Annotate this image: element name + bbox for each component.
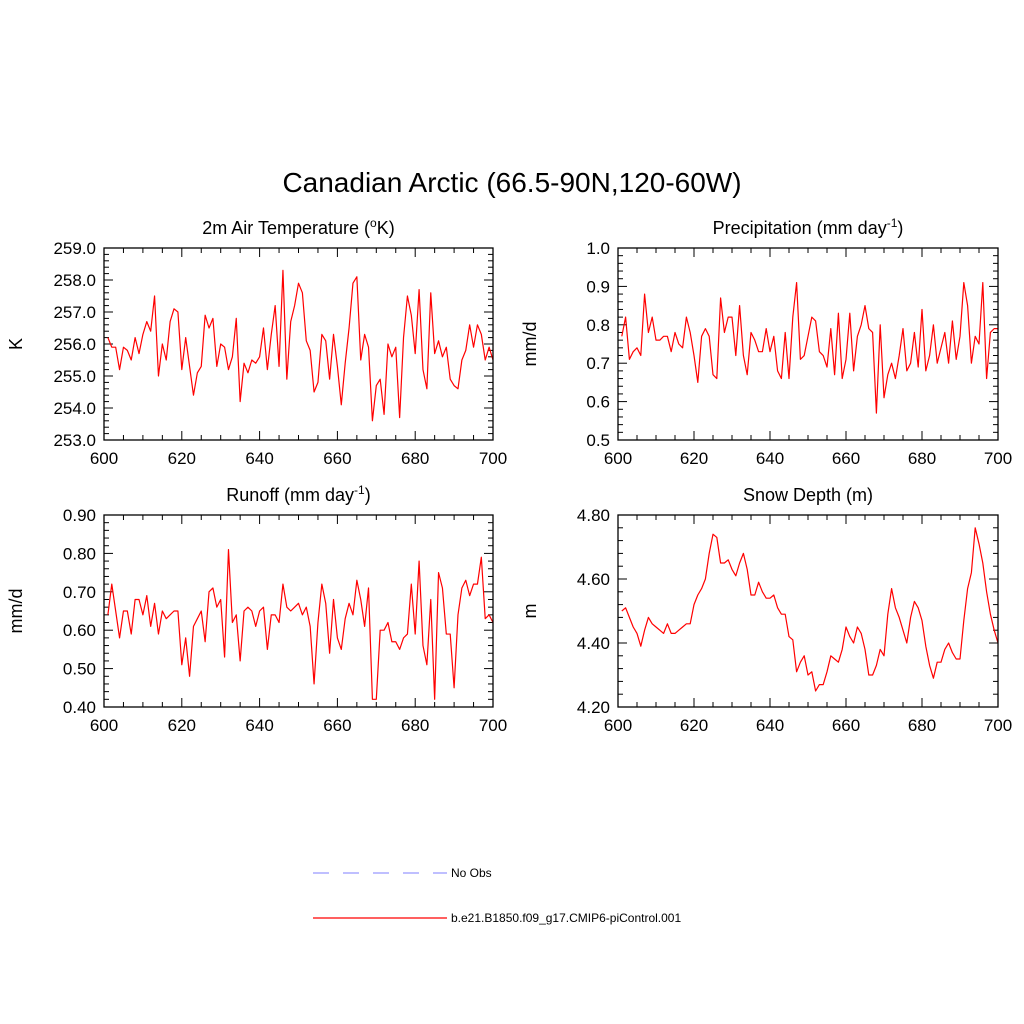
- x-tick-label: 680: [401, 716, 429, 735]
- chart-panel-2: Precipitation (mm day-1) 600 620 640 660 680 7…: [520, 216, 1012, 468]
- plot-frame: [103, 514, 494, 708]
- x-tick-label: 700: [479, 716, 507, 735]
- x-tick-label: 600: [604, 716, 632, 735]
- x-tick-label: 620: [680, 449, 708, 468]
- panel-title: Snow Depth (m): [743, 485, 873, 505]
- x-tick-label: 600: [604, 449, 632, 468]
- x-tick-label: 620: [168, 716, 196, 735]
- y-tick-label: 257.0: [53, 303, 96, 322]
- series-line: [107, 548, 493, 700]
- y-tick-label: 0.7: [586, 354, 610, 373]
- y-axis-label: mm/d: [520, 322, 540, 367]
- y-tick-label: 0.40: [63, 698, 96, 717]
- legend-label-2: b.e21.B1850.f09_g17.CMIP6-piControl.001: [451, 911, 681, 925]
- x-tick-label: 660: [832, 716, 860, 735]
- y-tick-label: 0.5: [586, 431, 610, 450]
- y-tick-label: 0.70: [63, 583, 96, 602]
- y-tick-label: 255.0: [53, 367, 96, 386]
- chart-panel-4: Snow Depth (m) 600 620 640 660 680 700 4.20 4.40…: [520, 485, 1012, 735]
- x-tick-label: 660: [323, 449, 351, 468]
- series-line: [621, 527, 998, 692]
- x-tick-label: 680: [908, 449, 936, 468]
- title-superscript: -1: [354, 483, 365, 497]
- y-tick-label: 0.90: [63, 506, 96, 525]
- chart-panel-1: 2m Air Temperature (oK) 600 620 640 660 680 70…: [6, 216, 507, 468]
- y-tick-label: 0.60: [63, 621, 96, 640]
- x-tick-label: 640: [756, 716, 784, 735]
- x-tick-label: 640: [756, 449, 784, 468]
- figure-title: Canadian Arctic (66.5-90N,120-60W): [282, 167, 741, 198]
- x-tick-label: 700: [479, 449, 507, 468]
- panel-title: Runoff (mm day-1): [226, 483, 370, 505]
- y-tick-label: 256.0: [53, 335, 96, 354]
- x-tick-label: 700: [984, 449, 1012, 468]
- y-tick-label: 0.8: [586, 316, 610, 335]
- x-tick-label: 640: [245, 716, 273, 735]
- panel-title: 2m Air Temperature (oK): [202, 216, 394, 238]
- y-tick-label: 0.50: [63, 660, 96, 679]
- x-tick-label: 680: [401, 449, 429, 468]
- y-tick-label: 1.0: [586, 239, 610, 258]
- plot-frame: [617, 247, 999, 441]
- y-tick-label: 4.60: [577, 570, 610, 589]
- y-tick-label: 0.80: [63, 544, 96, 563]
- y-axis-label: K: [6, 338, 26, 350]
- y-tick-label: 4.80: [577, 506, 610, 525]
- y-axis-label: mm/d: [6, 589, 26, 634]
- y-tick-label: 254.0: [53, 399, 96, 418]
- y-tick-label: 0.9: [586, 277, 610, 296]
- y-tick-label: 253.0: [53, 431, 96, 450]
- legend-label-1: No Obs: [451, 866, 492, 880]
- x-tick-label: 620: [168, 449, 196, 468]
- x-tick-label: 600: [90, 716, 118, 735]
- y-tick-label: 4.20: [577, 698, 610, 717]
- chart-panel-3: Runoff (mm day-1) 600 620 640 660 680 700 0.40 0…: [6, 483, 507, 735]
- x-tick-label: 600: [90, 449, 118, 468]
- title-superscript: -1: [887, 216, 898, 230]
- x-tick-label: 660: [832, 449, 860, 468]
- series-line: [621, 281, 998, 414]
- legend: No Obs b.e21.B1850.f09_g17.CMIP6-piContro…: [313, 866, 681, 925]
- y-tick-label: 4.40: [577, 634, 610, 653]
- x-tick-label: 700: [984, 716, 1012, 735]
- y-axis-label: m: [520, 604, 540, 619]
- plot-frame: [103, 247, 494, 441]
- chart-panels: 2m Air Temperature (oK) 600 620 640 660 680 70…: [6, 216, 1012, 735]
- x-tick-label: 620: [680, 716, 708, 735]
- title-superscript: o: [370, 216, 377, 230]
- series-line: [107, 269, 493, 422]
- x-tick-label: 640: [245, 449, 273, 468]
- y-tick-label: 258.0: [53, 271, 96, 290]
- plot-frame: [617, 514, 999, 708]
- y-tick-label: 259.0: [53, 239, 96, 258]
- panel-title: Precipitation (mm day-1): [713, 216, 904, 238]
- y-tick-label: 0.6: [586, 393, 610, 412]
- x-tick-label: 680: [908, 716, 936, 735]
- x-tick-label: 660: [323, 716, 351, 735]
